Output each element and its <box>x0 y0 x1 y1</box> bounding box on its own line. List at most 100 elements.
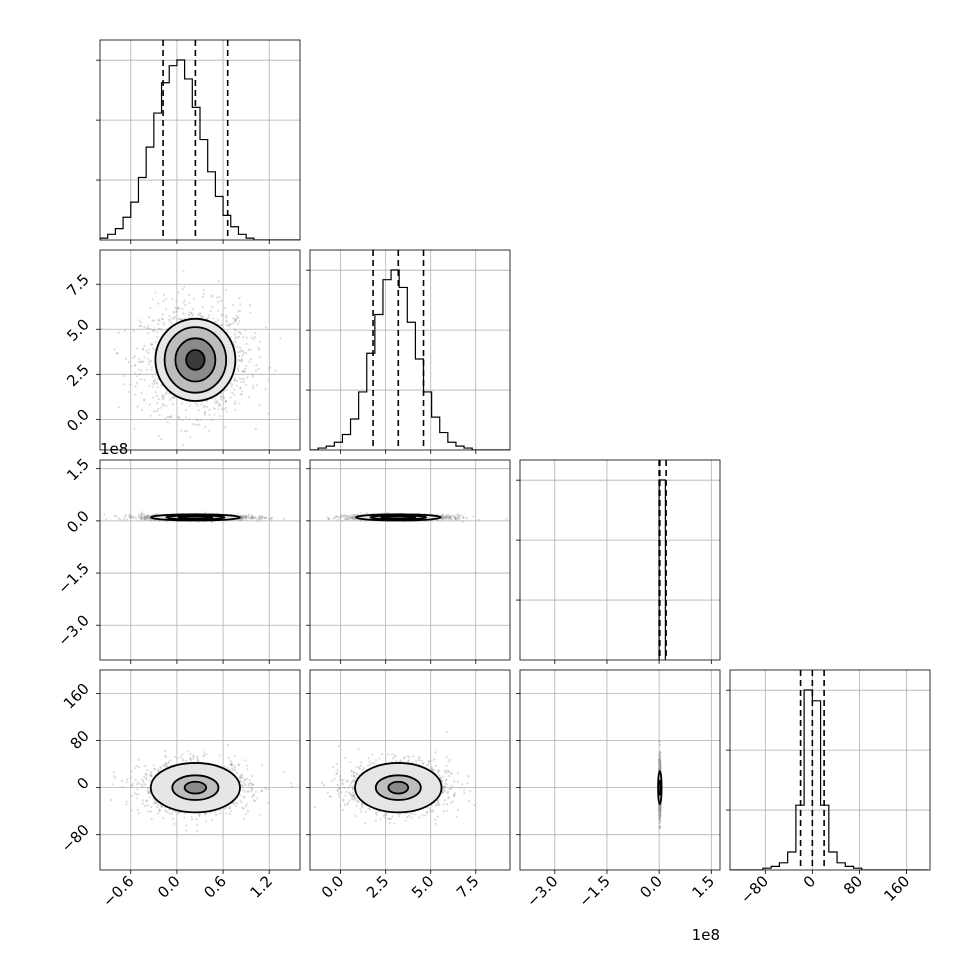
sample-point <box>336 515 339 519</box>
sample-point <box>352 515 355 518</box>
panel-frame <box>309 459 511 661</box>
sample-point <box>239 799 242 802</box>
sample-point <box>267 412 270 415</box>
sample-point <box>345 517 349 520</box>
sample-point <box>244 516 247 519</box>
sample-point <box>241 773 244 776</box>
sample-point <box>344 518 347 521</box>
sample-point <box>347 514 350 518</box>
sample-point <box>254 516 257 519</box>
sample-point <box>147 324 150 327</box>
sample-point <box>450 517 453 521</box>
sample-point <box>238 763 241 766</box>
sample-point <box>224 400 227 403</box>
sample-point <box>148 316 151 319</box>
sample-point <box>271 516 274 519</box>
sample-point <box>238 776 241 779</box>
sample-point <box>345 515 348 518</box>
sample-point <box>168 318 171 321</box>
sample-point <box>184 416 188 419</box>
sample-point <box>455 517 458 521</box>
sample-point <box>146 789 149 793</box>
sample-point <box>130 515 133 518</box>
sample-point <box>265 516 268 519</box>
sample-point <box>233 319 237 322</box>
sample-point <box>248 360 251 363</box>
sample-point <box>249 781 252 785</box>
sample-point <box>241 516 244 519</box>
sample-point <box>199 313 202 316</box>
sample-point <box>186 429 189 432</box>
sample-point <box>244 516 247 520</box>
sample-point <box>153 348 156 351</box>
sample-point <box>212 407 215 410</box>
sample-point <box>238 359 241 362</box>
histogram-panel-2 <box>516 459 721 664</box>
sample-point <box>188 311 191 314</box>
sample-point <box>218 295 221 299</box>
sample-point <box>241 377 244 380</box>
sample-point <box>239 346 242 349</box>
y-tick-label: 5.0 <box>63 315 93 345</box>
sample-point <box>454 515 457 518</box>
panel-frame <box>99 459 301 661</box>
sample-point <box>240 360 243 363</box>
sample-point <box>173 310 176 313</box>
sample-point <box>200 403 203 406</box>
sample-point <box>182 443 185 446</box>
sample-point <box>199 314 202 317</box>
sample-point <box>146 769 149 772</box>
sample-point <box>258 356 261 359</box>
sample-point <box>151 329 154 332</box>
sample-point <box>241 516 244 519</box>
sample-point <box>345 515 348 518</box>
sample-point <box>138 373 141 376</box>
sample-point <box>340 516 343 519</box>
x-tick-label: −80 <box>737 872 772 907</box>
sample-point <box>148 774 151 777</box>
sample-point <box>239 377 242 380</box>
sample-point <box>245 336 248 339</box>
sample-point <box>241 358 244 361</box>
sample-point <box>350 516 353 519</box>
sample-point <box>165 308 168 311</box>
sample-point <box>447 516 451 519</box>
sample-point <box>205 400 209 403</box>
sample-point <box>251 515 254 518</box>
sample-point <box>203 812 207 815</box>
sample-point <box>150 805 153 809</box>
sample-point <box>259 518 262 521</box>
sample-point <box>124 514 127 517</box>
sample-point <box>240 516 243 519</box>
sample-point <box>224 400 227 403</box>
sample-point <box>150 519 153 522</box>
sample-point <box>235 384 238 387</box>
sample-point <box>447 517 450 520</box>
sample-point <box>234 329 237 332</box>
sample-point <box>187 293 191 296</box>
sample-point <box>444 515 448 518</box>
sample-point <box>148 403 151 406</box>
sample-point <box>145 327 148 330</box>
histogram-step <box>100 59 300 240</box>
sample-point <box>242 381 245 384</box>
sample-point <box>240 774 243 777</box>
sample-point <box>326 516 329 519</box>
histogram-panel-0 <box>96 39 301 244</box>
sample-point <box>250 517 253 520</box>
sample-point <box>454 517 457 520</box>
sample-point <box>251 788 254 791</box>
sample-point <box>147 351 150 355</box>
sample-point <box>204 511 207 514</box>
sample-point <box>347 517 350 520</box>
sample-point <box>239 332 242 335</box>
sample-point <box>223 408 226 411</box>
sample-point <box>190 312 193 315</box>
sample-point <box>444 518 447 521</box>
sample-point <box>231 383 234 386</box>
panel-frame <box>99 249 301 451</box>
y-tick-label: −1.5 <box>54 559 92 597</box>
sample-point <box>169 416 173 419</box>
sample-point <box>160 384 163 387</box>
sample-point <box>134 778 137 781</box>
